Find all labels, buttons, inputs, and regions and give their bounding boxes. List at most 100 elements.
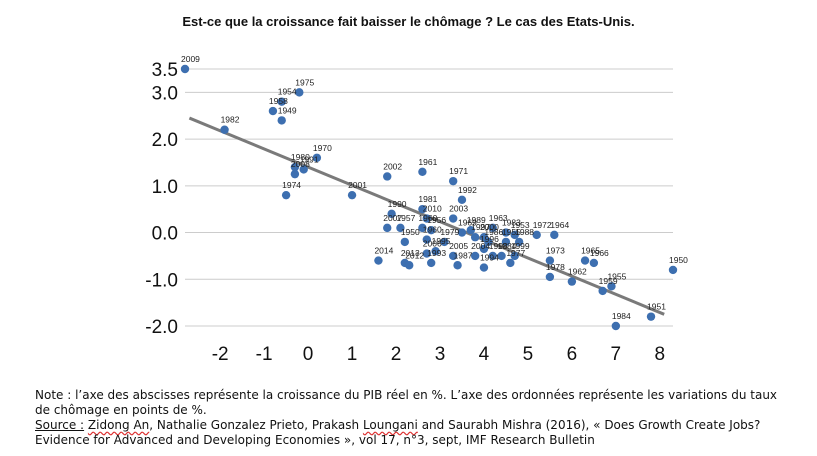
point-label: 1993 — [427, 248, 446, 258]
point-label: 1988 — [515, 227, 534, 237]
x-tick-label: -2 — [212, 344, 229, 365]
data-point — [347, 190, 357, 200]
data-point — [470, 251, 480, 261]
x-tick-label: 0 — [303, 344, 314, 365]
point-label: 2012 — [405, 250, 424, 260]
data-point — [440, 237, 449, 247]
data-point — [457, 195, 467, 205]
point-label: 1961 — [418, 157, 437, 167]
point-label: 2013 — [401, 248, 420, 258]
point-label: 2003 — [449, 204, 468, 214]
point-label: 1970 — [313, 143, 332, 153]
y-tick-label: 1.0 — [152, 177, 178, 198]
point-label: 2007 — [383, 213, 402, 223]
point-label: 1951 — [647, 302, 666, 312]
data-point — [290, 162, 300, 172]
data-point — [607, 282, 616, 291]
point-label: 2002 — [383, 161, 402, 171]
y-tick-label: 3.5 — [152, 60, 178, 81]
data-point — [484, 237, 493, 247]
data-point — [422, 235, 432, 244]
data-point — [383, 223, 392, 233]
data-point — [422, 214, 432, 223]
data-point — [418, 167, 427, 176]
point-label: 2009 — [181, 54, 200, 64]
point-label: 1964 — [550, 220, 569, 230]
data-point — [545, 272, 555, 282]
y-tick-label: 3.0 — [152, 83, 178, 104]
x-tick-label: -1 — [256, 344, 273, 365]
point-label: 1963 — [489, 213, 508, 223]
point-label: 1992 — [458, 185, 477, 195]
point-label: 1991 — [300, 154, 319, 164]
source-citation: and Saurabh Mishra (2016), « Does Growth… — [35, 418, 761, 447]
source-author-loungani: Loungani — [362, 418, 418, 432]
point-label: 2006 — [423, 239, 442, 249]
point-label: 2014 — [374, 246, 393, 256]
data-point — [589, 258, 599, 268]
source-authors: , Nathalie Gonzalez Prieto, Prakash — [149, 418, 363, 432]
chart-title: Est-ce que la croissance fait baisser le… — [182, 14, 635, 29]
point-label: 1950 — [401, 227, 420, 237]
source-label: Source : — [35, 418, 85, 432]
point-label: 1990 — [388, 199, 407, 209]
point-label: 1969 — [458, 218, 477, 228]
point-label: 1982 — [221, 115, 240, 125]
point-label: 1955 — [502, 227, 521, 237]
data-point — [497, 251, 506, 261]
point-label: 1971 — [449, 166, 468, 176]
note-block: Note : l’axe des abscisses représente la… — [35, 388, 795, 448]
data-point — [281, 190, 291, 200]
point-label: 1983 — [502, 218, 521, 228]
note-text: Note : l’axe des abscisses représente la… — [35, 388, 778, 417]
x-tick-label: 2 — [391, 344, 402, 365]
point-label: 2008 — [291, 159, 310, 169]
point-label: 1987 — [454, 250, 473, 260]
data-point — [418, 204, 427, 214]
data-point — [448, 251, 458, 261]
point-label: 1980 — [291, 152, 310, 162]
point-label: 1974 — [282, 180, 301, 190]
data-point — [426, 258, 436, 268]
point-label: 2004 — [471, 241, 490, 251]
data-point — [180, 64, 190, 74]
data-point — [453, 261, 462, 270]
point-label: 1994 — [480, 253, 499, 263]
point-label: 1960 — [418, 213, 437, 223]
data-point — [383, 172, 392, 181]
y-axis-tick-labels: 3.53.0 2.0 1.0 0.0 -1.0 -2.0 — [145, 60, 178, 338]
data-point — [374, 256, 383, 265]
y-tick-label: 2.0 — [152, 130, 178, 151]
point-label: 1995 — [432, 236, 451, 246]
x-tick-label: 3 — [435, 344, 446, 365]
data-point — [299, 165, 308, 174]
data-point — [488, 223, 497, 233]
point-label: 1959 — [599, 276, 618, 286]
data-point — [501, 228, 511, 237]
data-point — [422, 249, 432, 258]
x-tick-label: 8 — [655, 344, 666, 365]
data-point — [418, 223, 427, 233]
point-label: 1975 — [295, 77, 314, 87]
x-tick-label: 7 — [611, 344, 622, 365]
y-tick-label: -2.0 — [145, 317, 178, 338]
data-point — [567, 277, 577, 286]
data-point — [488, 251, 497, 261]
point-label: 1989 — [467, 215, 486, 225]
data-point — [580, 256, 590, 265]
data-point — [550, 230, 559, 240]
point-label: 1979 — [440, 227, 459, 237]
point-label: 2000 — [480, 222, 499, 232]
data-point — [396, 223, 405, 233]
point-label: 1958 — [269, 96, 288, 106]
data-point — [545, 256, 555, 265]
point-label: 1977 — [506, 248, 525, 258]
data-point — [598, 286, 607, 296]
data-point — [510, 251, 519, 261]
data-point — [457, 228, 467, 237]
point-label: 1949 — [278, 105, 297, 115]
point-label: 1997 — [471, 222, 490, 232]
data-point — [506, 258, 515, 268]
point-label: 1986 — [484, 227, 503, 237]
point-label: 1962 — [568, 267, 587, 277]
